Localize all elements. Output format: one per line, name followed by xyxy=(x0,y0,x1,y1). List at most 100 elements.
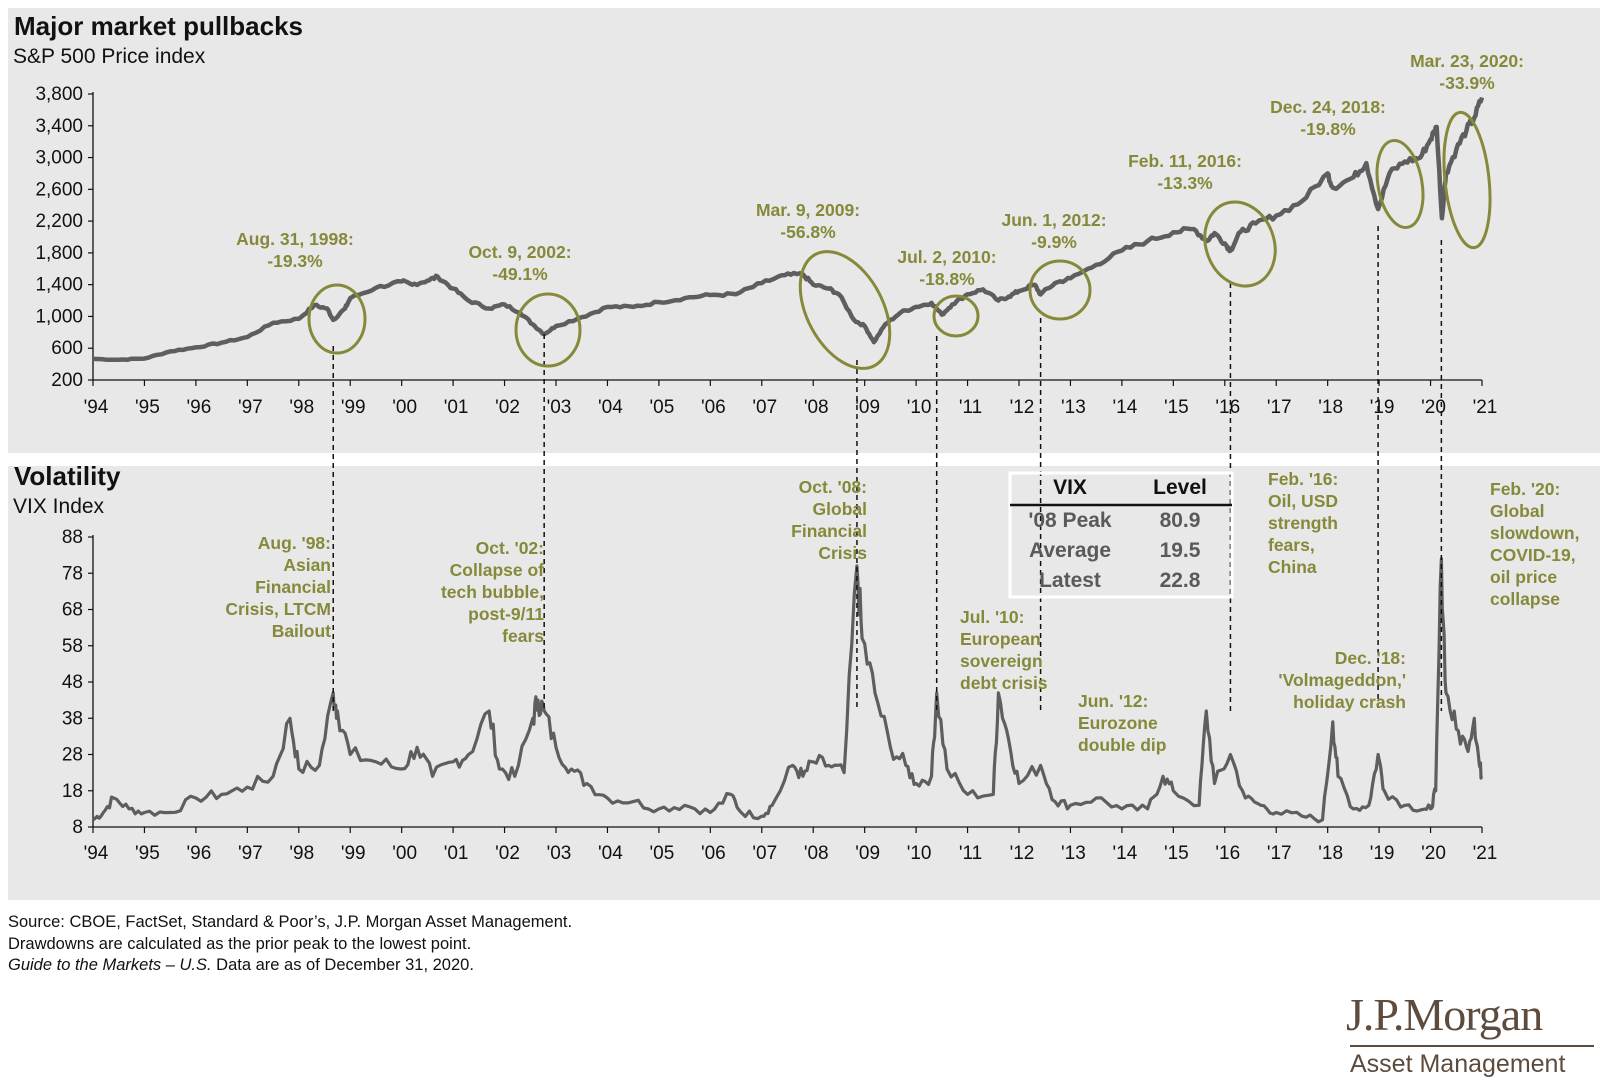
vix-subtitle: VIX Index xyxy=(13,495,105,518)
vix-table-row-value: 80.9 xyxy=(1160,509,1201,532)
vix-x-tick-label: '08 xyxy=(804,843,829,864)
sp500-x-tick-label: '02 xyxy=(495,397,520,418)
vix-annotation-label: double dip xyxy=(1078,735,1166,755)
vix-y-tick-label: 68 xyxy=(62,600,83,621)
vix-table-frame xyxy=(1008,471,1234,599)
sp500-x-tick-label: '98 xyxy=(289,397,314,418)
sp500-panel: Major market pullbacks S&P 500 Price ind… xyxy=(8,8,1600,453)
sp500-x-tick-label: '15 xyxy=(1164,397,1189,418)
vix-annotation-label: holiday crash xyxy=(1293,692,1406,712)
sp500-x-tick-label: '20 xyxy=(1421,397,1446,418)
vix-x-tick-label: '16 xyxy=(1215,843,1240,864)
vix-x-tick-label: '12 xyxy=(1010,843,1035,864)
drawdown-highlight-ellipse xyxy=(307,283,367,355)
drawdown-highlight-ellipse xyxy=(1028,259,1092,321)
vix-annotation-label: Jul. '10: xyxy=(960,607,1024,627)
sp500-x-tick-label: '95 xyxy=(135,397,160,418)
vix-x-tick-label: '04 xyxy=(598,843,623,864)
vix-x-tick-label: '05 xyxy=(650,843,675,864)
vix-annotation-label: Eurozone xyxy=(1078,713,1158,733)
vix-table-header: VIX xyxy=(1053,476,1087,499)
vix-annotation-label: sovereign xyxy=(960,651,1043,671)
sp500-y-tick-label: 3,400 xyxy=(35,116,83,137)
sp500-y-tick-label: 2,600 xyxy=(35,179,83,200)
vix-table-row-label: Average xyxy=(1029,539,1111,562)
sp500-x-tick-label: '17 xyxy=(1267,397,1292,418)
vix-annotation-label: 'Volmageddon,' xyxy=(1278,670,1406,690)
sp500-annotation-label: Feb. 11, 2016: xyxy=(1128,151,1242,171)
sp500-annotation-label: Mar. 9, 2009: xyxy=(756,200,860,220)
sp500-y-tick-label: 600 xyxy=(51,338,83,359)
footer-source: Source: CBOE, FactSet, Standard & Poor’s… xyxy=(8,913,573,931)
sp500-series-line xyxy=(92,96,1485,363)
vix-x-tick-label: '00 xyxy=(392,843,417,864)
sp500-x-tick-label: '99 xyxy=(341,397,366,418)
sp500-subtitle: S&P 500 Price index xyxy=(13,45,206,68)
sp500-annotation-label: -19.3% xyxy=(267,251,323,271)
vix-y-tick-label: 18 xyxy=(62,781,83,802)
vix-annotation-label: strength xyxy=(1268,513,1338,533)
vix-series-line xyxy=(92,557,1484,824)
vix-annotation-label: Oct. '02: xyxy=(476,538,544,558)
sp500-annotation-label: Mar. 23, 2020: xyxy=(1410,51,1524,71)
sp500-x-tick-label: '10 xyxy=(907,397,932,418)
sp500-x-tick-label: '16 xyxy=(1215,397,1240,418)
sp500-x-tick-label: '97 xyxy=(238,397,263,418)
vix-x-tick-label: '17 xyxy=(1267,843,1292,864)
vix-annotation-label: Asian xyxy=(283,555,331,575)
vix-title: Volatility xyxy=(14,461,121,491)
sp500-annotation-label: Dec. 24, 2018: xyxy=(1270,97,1386,117)
sp500-x-tick-label: '94 xyxy=(84,397,109,418)
vix-x-tick-label: '20 xyxy=(1421,843,1446,864)
sp500-annotation-label: Jun. 1, 2012: xyxy=(1001,210,1106,230)
vix-annotation-label: Global xyxy=(813,499,867,519)
sp500-x-tick-label: '03 xyxy=(547,397,572,418)
vix-annotation-label: Crisis xyxy=(818,543,867,563)
vix-x-tick-label: '14 xyxy=(1113,843,1138,864)
sp500-x-tick-label: '04 xyxy=(598,397,623,418)
footer-date: Data are as of December 31, 2020. xyxy=(211,956,474,974)
sp500-x-tick-label: '05 xyxy=(650,397,675,418)
sp500-annotation-label: -56.8% xyxy=(780,222,836,242)
vix-y-tick-label: 58 xyxy=(62,636,83,657)
sp500-x-tick-label: '07 xyxy=(752,397,777,418)
sp500-x-tick-label: '12 xyxy=(1010,397,1035,418)
vix-annotation-label: Oil, USD xyxy=(1268,491,1338,511)
sp500-y-tick-label: 3,000 xyxy=(35,148,83,169)
vix-x-tick-label: '95 xyxy=(135,843,160,864)
vix-x-tick-label: '18 xyxy=(1318,843,1343,864)
drawdown-highlight-ellipse xyxy=(1375,139,1425,229)
drawdown-highlight-ellipse xyxy=(932,294,980,338)
vix-annotation-label: Collapse of xyxy=(450,560,544,580)
vix-annotation-label: debt crisis xyxy=(960,673,1048,693)
vix-annotation-label: European xyxy=(960,629,1041,649)
drawdown-highlight-ellipse xyxy=(1442,110,1492,250)
sp500-x-tick-label: '08 xyxy=(804,397,829,418)
vix-annotation-label: Aug. '98: xyxy=(258,533,331,553)
sp500-x-tick-label: '06 xyxy=(701,397,726,418)
vix-x-tick-label: '13 xyxy=(1061,843,1086,864)
sp500-annotation-label: -18.8% xyxy=(919,269,975,289)
vix-x-tick-label: '94 xyxy=(84,843,109,864)
vix-annotation-label: Feb. '20: xyxy=(1490,479,1560,499)
vix-x-tick-label: '15 xyxy=(1164,843,1189,864)
sp500-x-tick-label: '00 xyxy=(392,397,417,418)
vix-x-tick-label: '11 xyxy=(959,843,982,864)
vix-y-tick-label: 48 xyxy=(62,672,83,693)
sp500-y-tick-label: 1,000 xyxy=(35,306,83,327)
vix-annotation-label: fears xyxy=(502,626,544,646)
sp500-x-tick-label: '96 xyxy=(187,397,212,418)
vix-y-tick-label: 78 xyxy=(62,563,83,584)
jpmorgan-logo: J.P.Morgan xyxy=(1346,989,1543,1040)
logo-divider xyxy=(1350,1045,1594,1047)
vix-x-tick-label: '01 xyxy=(444,843,469,864)
vix-x-tick-label: '10 xyxy=(907,843,932,864)
vix-annotation-label: Crisis, LTCM xyxy=(225,599,331,619)
footer-drawdown-note: Drawdowns are calculated as the prior pe… xyxy=(8,935,472,953)
vix-annotation-label: Financial xyxy=(791,521,867,541)
sp500-title: Major market pullbacks xyxy=(14,11,303,41)
vix-x-tick-label: '02 xyxy=(495,843,520,864)
vix-annotation-label: Jun. '12: xyxy=(1078,691,1148,711)
footer-guide-title: Guide to the Markets – U.S. xyxy=(8,956,212,974)
